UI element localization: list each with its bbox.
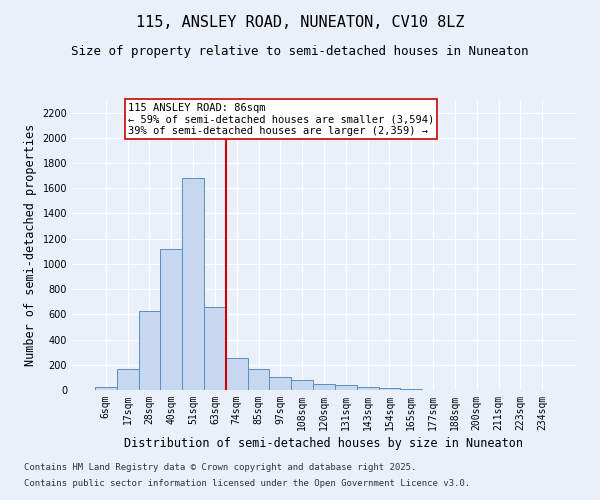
Bar [139,310,160,390]
Bar [160,249,182,390]
Bar [226,358,248,390]
Bar [248,368,269,390]
Bar [357,387,379,390]
Bar [313,384,335,390]
Bar [117,368,139,390]
Text: 115, ANSLEY ROAD, NUNEATON, CV10 8LZ: 115, ANSLEY ROAD, NUNEATON, CV10 8LZ [136,15,464,30]
Bar [335,385,357,390]
Bar [379,388,400,390]
Text: Size of property relative to semi-detached houses in Nuneaton: Size of property relative to semi-detach… [71,45,529,58]
Text: 115 ANSLEY ROAD: 86sqm
← 59% of semi-detached houses are smaller (3,594)
39% of : 115 ANSLEY ROAD: 86sqm ← 59% of semi-det… [128,102,434,136]
Bar [291,380,313,390]
Bar [204,307,226,390]
Y-axis label: Number of semi-detached properties: Number of semi-detached properties [24,124,37,366]
Text: Contains public sector information licensed under the Open Government Licence v3: Contains public sector information licen… [24,478,470,488]
Bar [95,388,117,390]
Bar [182,178,204,390]
Text: Contains HM Land Registry data © Crown copyright and database right 2025.: Contains HM Land Registry data © Crown c… [24,464,416,472]
X-axis label: Distribution of semi-detached houses by size in Nuneaton: Distribution of semi-detached houses by … [125,437,523,450]
Bar [269,378,291,390]
